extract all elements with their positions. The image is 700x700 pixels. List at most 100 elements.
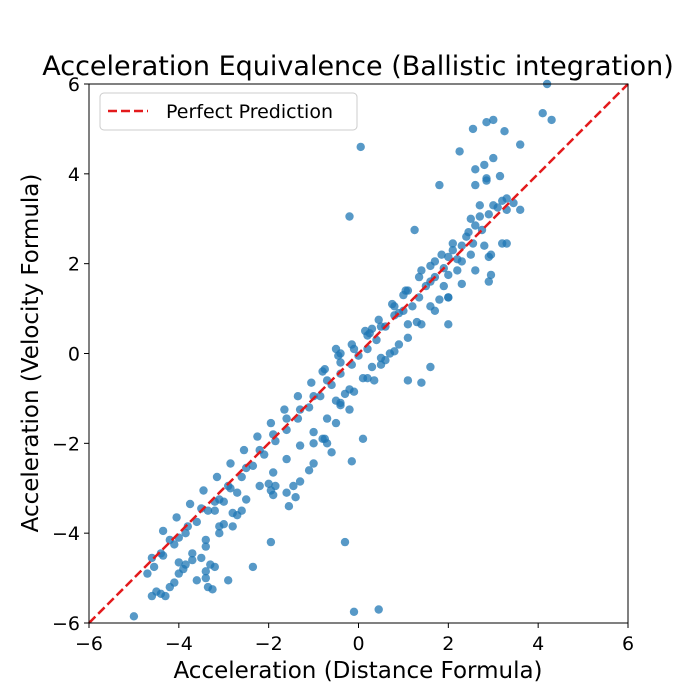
y-tick-label: 2 <box>68 254 80 276</box>
data-point <box>516 205 525 214</box>
data-point <box>172 513 181 522</box>
data-point <box>367 362 377 372</box>
data-point <box>466 214 475 223</box>
data-point <box>242 463 251 473</box>
data-point <box>388 299 397 309</box>
data-point <box>457 257 466 266</box>
y-axis-label: Acceleration (Velocity Formula) <box>18 174 44 533</box>
x-tick-label: 6 <box>622 633 634 655</box>
data-point <box>439 281 448 291</box>
data-point <box>289 481 298 491</box>
data-point <box>327 448 336 457</box>
data-point <box>345 405 354 414</box>
data-point <box>486 270 496 280</box>
data-point <box>129 612 139 621</box>
y-axis: −6 −4 −2 0 2 4 6 <box>52 74 89 635</box>
data-point <box>269 468 278 477</box>
data-point <box>471 266 480 275</box>
data-point <box>489 153 498 163</box>
data-point <box>280 405 289 414</box>
data-point <box>237 472 246 482</box>
data-point <box>143 569 152 578</box>
data-point <box>199 486 208 495</box>
data-point <box>468 124 478 134</box>
data-point <box>210 562 219 572</box>
data-point <box>414 272 424 282</box>
data-point <box>201 535 210 545</box>
points-layer <box>129 79 556 621</box>
data-point <box>403 320 413 329</box>
data-point <box>158 526 168 536</box>
data-point <box>417 320 426 329</box>
data-point <box>453 266 462 275</box>
data-point <box>430 306 440 315</box>
data-point <box>228 522 237 531</box>
data-point <box>403 376 413 385</box>
data-point <box>370 376 379 385</box>
data-point <box>347 340 356 349</box>
data-point <box>354 351 363 360</box>
data-point <box>374 315 383 324</box>
data-point <box>336 369 345 378</box>
data-point <box>188 549 197 558</box>
data-point <box>376 360 386 369</box>
data-point <box>233 488 242 497</box>
data-point <box>457 241 466 250</box>
data-point <box>309 439 318 448</box>
data-point <box>320 365 329 374</box>
data-point <box>295 477 305 486</box>
data-point <box>248 562 258 572</box>
data-point <box>502 194 511 203</box>
data-point <box>203 582 213 592</box>
data-point <box>248 461 258 470</box>
data-point <box>489 201 498 210</box>
data-point <box>295 405 305 414</box>
data-point <box>185 499 195 509</box>
data-point <box>482 174 491 183</box>
data-point <box>224 481 233 491</box>
data-point <box>201 573 210 583</box>
data-point <box>444 252 453 262</box>
y-tick-label: −2 <box>52 433 80 455</box>
data-point <box>334 351 343 360</box>
data-point <box>547 115 556 125</box>
data-point <box>307 378 316 387</box>
data-point <box>495 171 505 181</box>
data-point <box>181 560 190 569</box>
data-point <box>347 457 356 466</box>
data-point <box>410 225 419 235</box>
data-point <box>356 142 365 152</box>
data-point <box>201 567 210 576</box>
y-tick-label: −4 <box>52 523 80 545</box>
data-point <box>336 358 345 367</box>
data-point <box>188 555 197 565</box>
data-point <box>253 432 262 441</box>
data-point <box>156 549 166 558</box>
data-point <box>394 340 404 349</box>
data-point <box>401 286 410 295</box>
data-point <box>516 140 525 149</box>
data-point <box>264 479 273 488</box>
data-point <box>471 221 480 230</box>
data-point <box>340 537 350 547</box>
data-point <box>358 434 368 443</box>
data-point <box>224 576 233 585</box>
data-point <box>457 279 466 289</box>
data-point <box>403 333 413 342</box>
data-point <box>291 493 300 502</box>
data-point <box>161 591 170 601</box>
x-tick-label: 4 <box>532 633 544 655</box>
x-tick-label: 2 <box>442 633 454 655</box>
perfect-prediction-line <box>88 83 629 624</box>
data-point <box>390 311 399 320</box>
legend-label-perfect-prediction: Perfect Prediction <box>166 101 333 123</box>
data-point <box>255 481 264 491</box>
data-point <box>480 241 489 250</box>
data-point <box>444 293 453 302</box>
data-point <box>484 277 493 286</box>
data-point <box>349 387 359 396</box>
data-point <box>295 441 305 450</box>
data-point <box>201 542 210 551</box>
data-point <box>336 401 345 410</box>
